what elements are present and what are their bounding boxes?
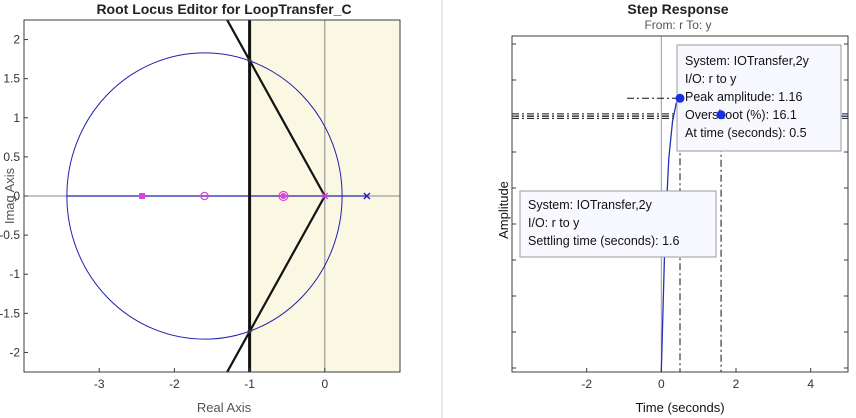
x-tick-label: 2 [733, 377, 740, 391]
y-tick-label: -0.5 [0, 228, 20, 242]
root-locus-title: Root Locus Editor for LoopTransfer_C [96, 1, 351, 17]
y-tick-label: 0 [13, 189, 20, 203]
x-tick-label: -2 [169, 377, 180, 391]
peak-datatip-line: At time (seconds): 0.5 [685, 126, 807, 140]
step-response-plot[interactable]: Step Response From: r To: y -2 0 2 4 Time (… [496, 1, 849, 415]
x-tick-label: 4 [807, 377, 814, 391]
settling-datatip-box [519, 190, 717, 258]
x-tick-label: -1 [244, 377, 255, 391]
constraint-intersection-point [247, 329, 252, 334]
settling-time-marker [716, 110, 726, 120]
peak-datatip-line: I/O: r to y [685, 72, 737, 86]
peak-datatip-box [676, 44, 842, 152]
settling-datatip-line: I/O: r to y [528, 216, 580, 230]
pole-marker [363, 192, 371, 200]
settling-datatip-line: System: IOTransfer,2y [528, 198, 653, 212]
closed-loop-pole-marker [278, 190, 289, 202]
x-tick-label: -2 [581, 377, 592, 391]
root-locus-ylabel: Imag Axis [2, 167, 17, 224]
settling-datatip-line: Settling time (seconds): 1.6 [528, 234, 680, 248]
closed-loop-pole-marker [139, 193, 146, 199]
step-response-title: Step Response [627, 1, 728, 17]
x-tick-label: 0 [321, 377, 328, 391]
step-response-xlabel: Time (seconds) [635, 400, 724, 415]
peak-datatip-line: Overshoot (%): 16.1 [685, 108, 797, 122]
x-tick-label: 0 [658, 377, 665, 391]
y-tick-label: -1.5 [0, 306, 20, 320]
x-tick-label: -3 [94, 377, 105, 391]
peak-datatip[interactable]: System: IOTransfer,2y I/O: r to y Peak a… [676, 44, 842, 152]
constraint-intersection-point [247, 58, 252, 63]
closed-loop-pole-marker [280, 193, 287, 199]
peak-datatip-line: Peak amplitude: 1.16 [685, 90, 802, 104]
y-tick-label: 2 [13, 33, 20, 47]
y-tick-label: -1 [9, 267, 20, 281]
peak-datatip-line: System: IOTransfer,2y [685, 54, 810, 68]
step-response-ylabel: Amplitude [496, 181, 511, 239]
damping-constraint-line [225, 195, 326, 372]
damping-constraint-line [225, 20, 326, 197]
root-locus-xlabel: Real Axis [197, 400, 252, 415]
peak-response-marker [675, 93, 685, 103]
root-locus-plot[interactable]: Root Locus Editor for LoopTransfer_C -3 -… [0, 0, 401, 415]
y-tick-label: -2 [9, 345, 20, 359]
settling-datatip[interactable]: System: IOTransfer,2y I/O: r to y Settli… [519, 190, 717, 258]
pole-marker [321, 192, 329, 200]
step-response-subtitle: From: r To: y [644, 18, 711, 32]
y-tick-label: 1 [13, 111, 20, 125]
y-tick-label: 0.5 [3, 150, 20, 164]
design-constraints [225, 20, 326, 372]
y-tick-label: 1.5 [3, 72, 20, 86]
step-response-axes-box [511, 35, 849, 373]
zero-marker [200, 191, 209, 201]
